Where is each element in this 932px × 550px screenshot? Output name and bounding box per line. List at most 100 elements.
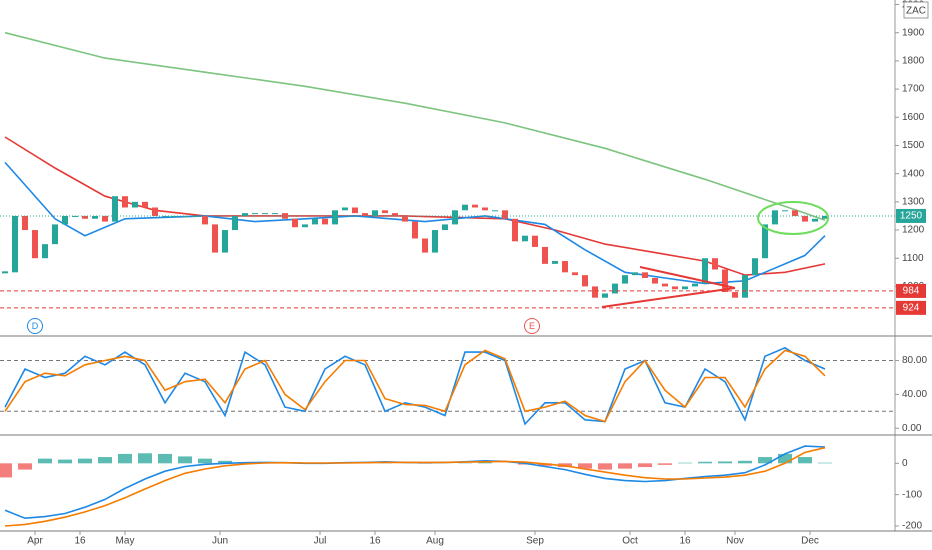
candle: [202, 215, 208, 225]
macd-line: [4, 446, 826, 527]
candle: [602, 293, 608, 298]
candle: [812, 218, 818, 222]
histogram-bar: [0, 463, 12, 478]
candle: [352, 207, 358, 214]
histogram-bar: [798, 457, 812, 464]
candle: [632, 272, 638, 276]
x-tick-label: 16: [679, 536, 691, 547]
histogram-bar: [578, 463, 592, 469]
x-tick-label: Dec: [801, 536, 819, 547]
candle: [42, 244, 48, 259]
candle: [222, 230, 228, 253]
histogram-bar: [98, 457, 112, 464]
histogram-bar: [778, 453, 792, 464]
candle: [412, 221, 418, 239]
y-tick-label: 1500: [902, 140, 925, 151]
histogram-bar: [38, 458, 52, 464]
candle: [772, 210, 778, 225]
histogram-bar: [118, 453, 132, 464]
candle: [592, 286, 598, 298]
candle: [682, 286, 688, 290]
y-tick-label: 40.00: [902, 389, 927, 400]
price-level-box: [896, 208, 926, 223]
symbol-box: [903, 1, 929, 19]
candle: [22, 215, 28, 231]
candle: [332, 210, 338, 225]
event-marker-label: E: [529, 321, 535, 331]
candle: [672, 286, 678, 290]
candle: [782, 210, 788, 212]
candle: [692, 283, 698, 287]
candle: [822, 215, 828, 219]
candle: [62, 215, 68, 225]
candle: [272, 213, 278, 215]
candle: [612, 283, 618, 294]
candle: [662, 283, 668, 287]
y-tick-label: 1700: [902, 84, 925, 95]
trend-line: [601, 287, 736, 308]
candle: [392, 213, 398, 216]
symbol-label: ZAC: [906, 6, 926, 17]
candle: [702, 258, 708, 284]
candle: [512, 218, 518, 242]
x-tick-label: Jun: [212, 536, 228, 547]
histogram-bar: [478, 462, 492, 464]
y-tick-label: 1800: [902, 56, 925, 67]
x-tick-label: Oct: [622, 536, 638, 547]
y-tick-label: 0: [902, 458, 908, 469]
histogram-bar: [718, 461, 732, 464]
candle: [12, 215, 18, 273]
candle: [342, 207, 348, 211]
histogram-bar: [738, 460, 752, 464]
candle: [502, 210, 508, 219]
histogram-bar: [638, 463, 652, 468]
y-tick-label: 1400: [902, 168, 925, 179]
y-tick-label: 1600: [902, 112, 925, 123]
x-tick-label: Apr: [27, 536, 43, 547]
histogram-bar: [198, 458, 212, 464]
candle: [712, 258, 718, 270]
price-level-box: [896, 283, 926, 298]
candle: [52, 224, 58, 245]
x-tick-label: May: [116, 536, 135, 547]
candle: [112, 196, 118, 222]
x-tick-label: Nov: [726, 536, 744, 547]
candle: [482, 207, 488, 211]
x-tick-label: Aug: [426, 536, 444, 547]
histogram-bar: [618, 463, 632, 469]
candle: [752, 258, 758, 276]
candle: [212, 224, 218, 253]
candle: [522, 235, 528, 242]
price-level-label: 924: [903, 302, 920, 313]
histogram-bar: [138, 453, 152, 464]
candle: [562, 261, 568, 273]
candle: [302, 224, 308, 228]
y-tick-label: -200: [902, 521, 922, 532]
candle: [402, 215, 408, 222]
y-tick-label: 0.00: [902, 423, 922, 434]
candle: [642, 272, 648, 278]
candle: [732, 292, 738, 298]
candle: [422, 238, 428, 253]
x-tick-label: 16: [74, 536, 86, 547]
y-tick-label: 80.00: [902, 355, 927, 366]
histogram-bar: [218, 460, 232, 464]
candle: [762, 224, 768, 259]
x-tick-label: Sep: [526, 536, 544, 547]
candle: [152, 207, 158, 216]
candle: [242, 213, 248, 216]
y-tick-label: 1900: [902, 27, 925, 38]
event-marker-label: D: [32, 321, 39, 331]
candle: [92, 215, 98, 219]
histogram-bar: [678, 462, 692, 464]
drawings: [601, 201, 829, 308]
candle: [452, 210, 458, 225]
candle: [132, 201, 138, 208]
candle: [532, 235, 538, 247]
histogram-bar: [758, 457, 772, 464]
histogram-bar: [698, 461, 712, 464]
x-tick-label: Jul: [314, 536, 327, 547]
histogram-bar: [598, 463, 612, 470]
